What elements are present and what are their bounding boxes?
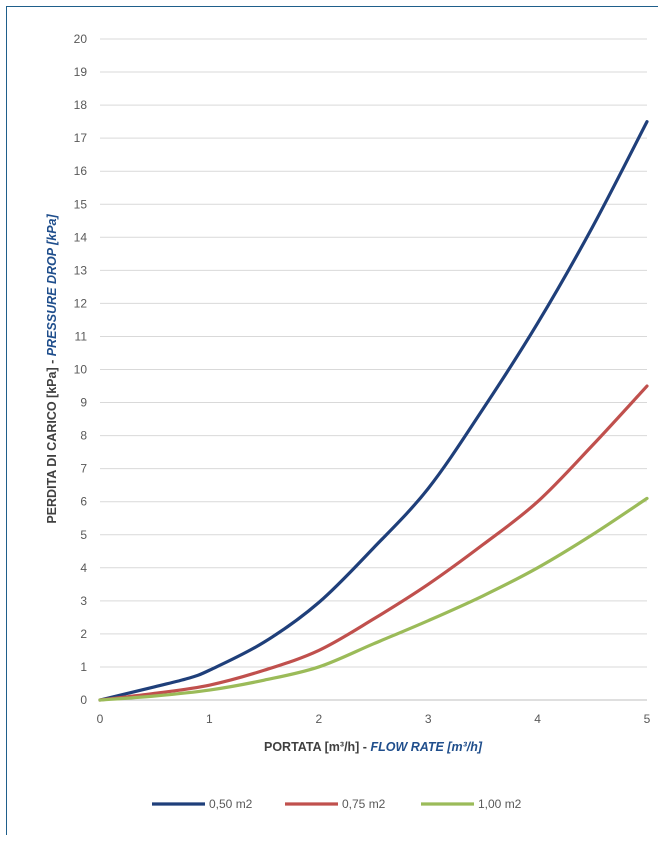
y-tick-label: 15: [74, 197, 88, 211]
series-lines: [98, 120, 649, 702]
x-axis-title-main: PORTATA [m³/h] -: [264, 740, 370, 754]
y-tick-label: 7: [80, 462, 87, 476]
legend-label-3: 1,00 m2: [478, 797, 522, 811]
legend-label-2: 0,75 m2: [342, 797, 386, 811]
x-axis-title: PORTATA [m³/h] - FLOW RATE [m³/h]: [264, 740, 483, 754]
y-tick-label: 13: [74, 263, 88, 277]
y-tick-label: 17: [74, 131, 88, 145]
y-tick-label: 14: [74, 230, 88, 244]
y-tick-label: 16: [74, 164, 88, 178]
y-tick-label: 4: [80, 561, 87, 575]
y-axis-title: PERDITA DI CARICO [kPa] - PRESSURE DROP …: [45, 214, 59, 524]
x-tick-label: 0: [97, 712, 104, 726]
grid-lines: [100, 38, 647, 701]
series-line-3: [98, 496, 649, 702]
x-tick-label: 4: [534, 712, 541, 726]
legend-label-1: 0,50 m2: [209, 797, 253, 811]
y-tick-label: 11: [75, 329, 88, 343]
legend: 0,50 m2 0,75 m2 1,00 m2: [152, 797, 522, 811]
y-axis-title-main: PERDITA DI CARICO [kPa] -: [45, 356, 59, 523]
y-tick-label: 8: [80, 429, 87, 443]
x-tick-label: 5: [644, 712, 651, 726]
y-tick-label: 9: [80, 396, 87, 410]
y-tick-label: 6: [80, 495, 87, 509]
x-tick-label: 1: [206, 712, 213, 726]
series-line-2: [98, 384, 649, 702]
y-tick-label: 2: [80, 627, 87, 641]
y-tick-label: 12: [74, 296, 88, 310]
y-tick-label: 19: [74, 65, 88, 79]
x-axis-ticks: 0 1 2 3 4 5: [97, 712, 651, 726]
y-tick-label: 3: [80, 594, 87, 608]
y-tick-label: 10: [74, 363, 88, 377]
series-line-1: [98, 120, 649, 702]
x-axis-title-emphasis: FLOW RATE [m³/h]: [370, 740, 482, 754]
y-tick-label: 5: [80, 528, 87, 542]
x-tick-label: 3: [425, 712, 432, 726]
y-tick-label: 0: [80, 693, 87, 707]
y-axis-title-emphasis: PRESSURE DROP [kPa]: [45, 214, 59, 357]
y-tick-label: 1: [80, 660, 87, 674]
y-tick-label: 20: [74, 32, 88, 46]
x-tick-label: 2: [315, 712, 322, 726]
y-tick-label: 18: [74, 98, 88, 112]
